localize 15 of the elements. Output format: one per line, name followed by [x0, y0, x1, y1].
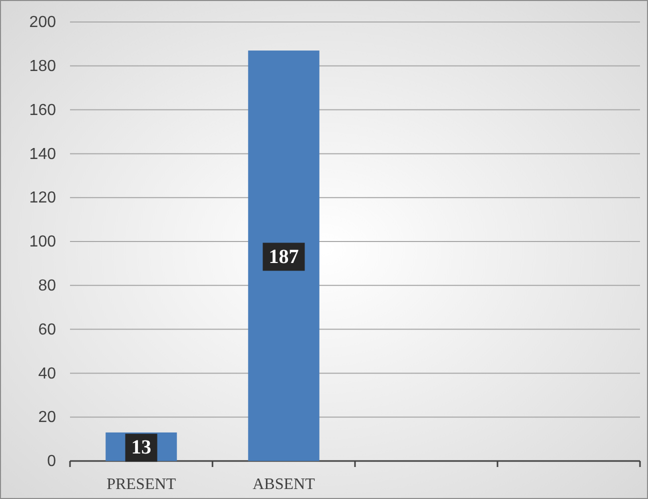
y-tick-label: 20 [38, 409, 56, 426]
data-label: 13 [131, 436, 152, 459]
y-tick-label: 200 [29, 14, 56, 32]
y-tick-label: 100 [29, 234, 56, 251]
y-tick-label: 120 [29, 190, 56, 207]
x-tick-label: ABSENT [252, 476, 316, 493]
y-tick-label: 140 [29, 146, 56, 163]
y-tick-label: 160 [29, 102, 56, 119]
x-tick-label: PRESENT [106, 476, 176, 493]
data-label: 187 [268, 246, 299, 268]
y-tick-label: 0 [47, 453, 56, 470]
y-tick-label: 40 [38, 365, 56, 382]
y-tick-label: 180 [29, 58, 56, 76]
y-tick-label: 80 [38, 278, 56, 295]
y-tick-label: 60 [38, 321, 56, 338]
